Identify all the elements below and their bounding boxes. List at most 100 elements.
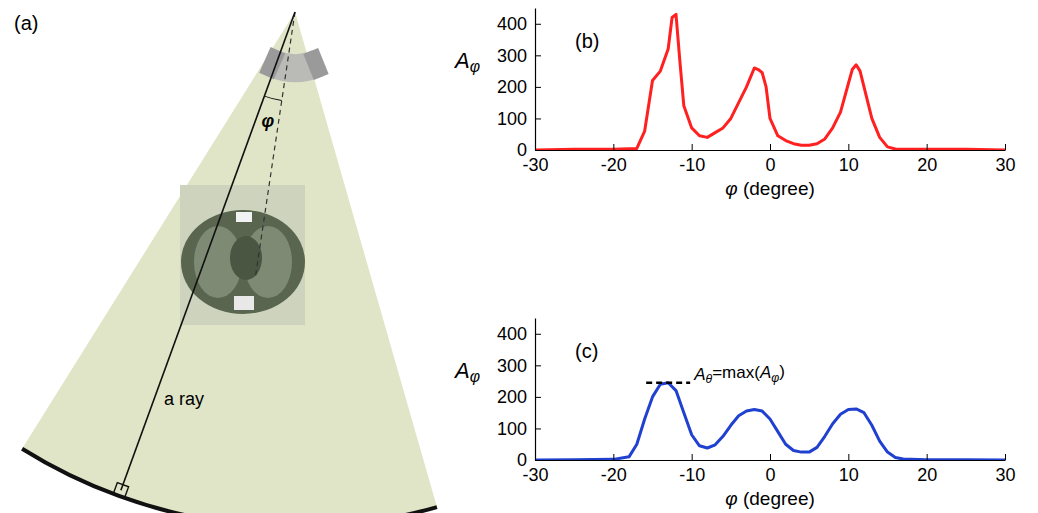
- y-tick-label: 300: [497, 356, 527, 376]
- chart-panel: -30-20-1001020300100200300400(c)φ (degre…: [453, 319, 1016, 510]
- y-axis-title: Aφ: [453, 358, 480, 386]
- y-axis: 0 100 200 300 400: [497, 319, 541, 471]
- data-line: [535, 383, 1005, 460]
- text-part: A: [453, 48, 470, 73]
- text-part: φ: [725, 178, 737, 199]
- y-tick-mark: [535, 365, 541, 366]
- ray-line: [121, 12, 295, 490]
- y-axis-title: Aφ: [453, 48, 480, 76]
- text-part: g: [770, 178, 781, 199]
- y-tick-mark: [535, 118, 541, 119]
- detector-arc: [21, 447, 437, 513]
- annotation: Aθ=max(Aφ): [693, 362, 785, 387]
- y-tick-label: 100: [497, 109, 527, 129]
- detector-element: [113, 483, 128, 498]
- x-tick-label: 0: [765, 155, 775, 175]
- y-tick: 0: [517, 140, 541, 160]
- phantom-body: [181, 210, 305, 314]
- y-tick: 100: [497, 109, 541, 129]
- x-tick: 10: [839, 454, 859, 485]
- x-axis: -30-20-100102030: [522, 454, 1015, 485]
- text-part: e: [760, 488, 771, 509]
- x-tick: 20: [917, 144, 937, 175]
- y-tick: 100: [497, 419, 541, 439]
- x-tick: -10: [679, 144, 705, 175]
- x-tick: 30: [995, 454, 1015, 485]
- x-tick: 30: [995, 144, 1015, 175]
- y-tick-mark: [535, 334, 541, 335]
- x-tick-mark: [613, 454, 614, 460]
- x-axis-title: φ (degree): [725, 178, 815, 199]
- y-tick: 400: [497, 14, 541, 34]
- y-axis: 0 100 200 300 400: [497, 9, 541, 161]
- phantom-background: [180, 185, 305, 325]
- text-part: φ: [470, 58, 480, 75]
- data-line: [535, 14, 1005, 150]
- text-part: ): [779, 362, 785, 381]
- phantom-sternum: [236, 212, 252, 222]
- ray-label: a ray: [164, 389, 204, 409]
- x-tick: 0: [765, 144, 775, 175]
- y-tick-label: 200: [497, 77, 527, 97]
- text-part: φ: [725, 488, 737, 509]
- x-axis-line: [536, 150, 1006, 151]
- x-tick-mark: [927, 144, 928, 150]
- max-marker: [646, 381, 690, 384]
- y-tick-mark: [535, 428, 541, 429]
- x-tick: -10: [679, 454, 705, 485]
- phantom-heart: [230, 236, 262, 280]
- x-tick-label: -10: [679, 155, 705, 175]
- x-tick-mark: [848, 454, 849, 460]
- x-tick-label: 0: [765, 465, 775, 485]
- center-line: [255, 12, 295, 279]
- x-tick-label: 30: [995, 465, 1015, 485]
- x-tick-mark: [613, 144, 614, 150]
- text-part: =: [712, 363, 722, 382]
- angle-label: φ: [262, 111, 275, 131]
- ultrasound-fan: [22, 12, 437, 513]
- text-part: φ: [470, 368, 480, 385]
- text-part: e: [787, 178, 798, 199]
- y-tick-label: 100: [497, 419, 527, 439]
- x-tick-mark: [692, 144, 693, 150]
- x-tick-label: 20: [917, 155, 937, 175]
- y-tick-mark: [535, 397, 541, 398]
- y-tick-label: 400: [497, 324, 527, 344]
- y-tick-label: 400: [497, 14, 527, 34]
- y-tick-label: 0: [517, 450, 527, 470]
- y-tick-label: 200: [497, 387, 527, 407]
- y-tick-mark: [535, 460, 541, 461]
- angle-arc: [264, 96, 282, 101]
- text-part: A: [759, 363, 771, 382]
- text-part: e: [787, 488, 798, 509]
- x-tick-mark: [1005, 454, 1006, 460]
- x-tick-mark: [770, 144, 771, 150]
- y-tick: 300: [497, 356, 541, 376]
- diagram-panel: (a)φa ray: [14, 12, 438, 513]
- y-tick-mark: [535, 24, 541, 25]
- y-tick-mark: [535, 55, 541, 56]
- y-axis-line: [535, 9, 536, 151]
- text-part: e: [760, 178, 771, 199]
- text-part: φ: [262, 111, 275, 131]
- x-axis-line: [536, 460, 1006, 461]
- x-tick-mark: [1005, 144, 1006, 150]
- x-tick-mark: [848, 144, 849, 150]
- x-tick-label: 10: [839, 155, 859, 175]
- x-tick-label: -20: [601, 155, 627, 175]
- plot-area: [535, 14, 1005, 150]
- text-part: d: [749, 178, 760, 199]
- figure: (a)φa ray-30-20-1001020300100200300400(b…: [0, 0, 1038, 513]
- text-part: ): [808, 488, 814, 509]
- plot-area: [535, 383, 1005, 460]
- y-axis-line: [535, 319, 536, 461]
- y-tick: 200: [497, 387, 541, 407]
- text-part: φ: [771, 371, 779, 385]
- x-tick-label: -10: [679, 465, 705, 485]
- y-tick-mark: [535, 150, 541, 151]
- x-tick-mark: [692, 454, 693, 460]
- x-tick-mark: [927, 454, 928, 460]
- y-tick-label: 300: [497, 46, 527, 66]
- transducer-end: [303, 48, 328, 80]
- text-part: d: [749, 488, 760, 509]
